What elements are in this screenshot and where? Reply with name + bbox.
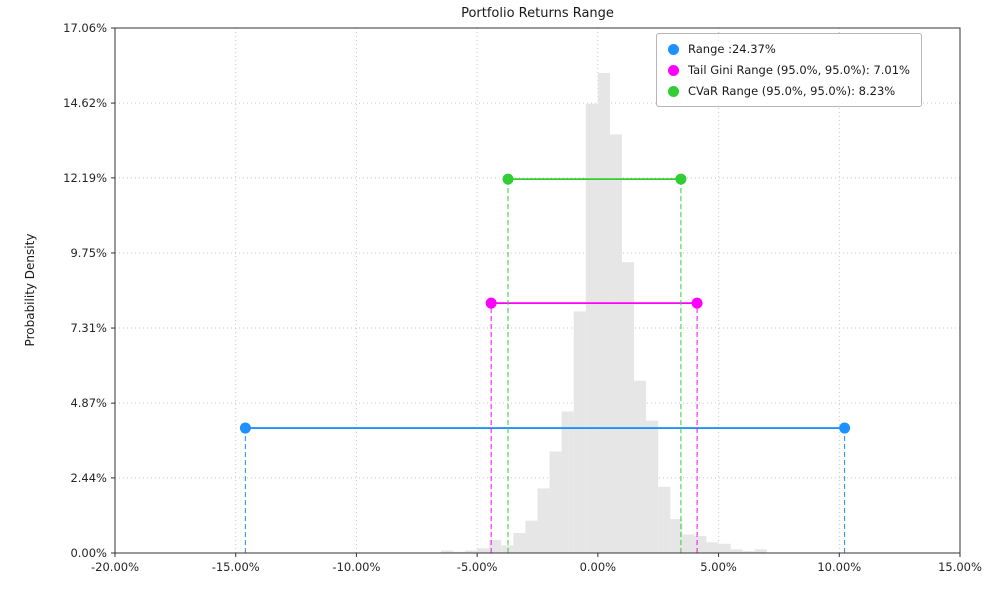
histogram-bar xyxy=(706,542,719,553)
tail-gini-range-left-marker xyxy=(485,297,497,309)
x-tick-label: 10.00% xyxy=(817,560,861,574)
x-tick-label: -10.00% xyxy=(332,560,380,574)
tail-gini-legend-marker-icon xyxy=(668,64,679,76)
y-tick-label: 17.06% xyxy=(63,21,107,35)
histogram-bar xyxy=(513,532,526,553)
legend-item-cvar-range: CVaR Range (95.0%, 95.0%): 8.23% xyxy=(668,84,910,98)
histogram-bar xyxy=(573,311,586,553)
histogram-bar xyxy=(718,543,731,553)
cvar-legend-marker-icon xyxy=(668,85,679,97)
legend: Range :24.37% Tail Gini Range (95.0%, 95… xyxy=(656,33,922,107)
histogram-bar xyxy=(730,549,743,553)
range-legend-marker-icon xyxy=(668,43,679,55)
histogram-bar xyxy=(646,420,659,553)
histogram-bar xyxy=(658,486,671,553)
x-tick-label: -15.00% xyxy=(212,560,260,574)
histogram-bar xyxy=(477,548,490,553)
histogram-bar xyxy=(501,545,514,553)
x-tick-label: 15.00% xyxy=(938,560,982,574)
histogram-bar xyxy=(561,411,574,553)
y-tick-label: 12.19% xyxy=(63,171,107,185)
histogram-bar xyxy=(670,519,683,553)
y-tick-label: 14.62% xyxy=(63,96,107,110)
tail-gini-range-right-marker xyxy=(691,297,703,309)
histogram-bar xyxy=(465,550,478,553)
y-tick-label: 9.75% xyxy=(70,246,107,260)
histogram-bar xyxy=(537,488,550,553)
histogram-bar xyxy=(634,380,647,553)
histogram-bar xyxy=(440,550,453,553)
histogram-bar xyxy=(585,103,598,553)
legend-item-tail-gini-range: Tail Gini Range (95.0%, 95.0%): 7.01% xyxy=(668,63,910,77)
y-tick-label: 2.44% xyxy=(70,471,107,485)
histogram-bar xyxy=(694,536,707,553)
histogram-bar xyxy=(489,540,502,553)
range-left-marker xyxy=(239,422,251,434)
cvar-range-right-marker xyxy=(675,173,687,185)
x-tick-label: -20.00% xyxy=(91,560,139,574)
histogram-bar xyxy=(609,134,622,553)
y-tick-label: 0.00% xyxy=(70,546,107,560)
plot-border xyxy=(114,27,961,554)
y-tick-label: 4.87% xyxy=(70,396,107,410)
chart-title: Portfolio Returns Range xyxy=(461,6,614,21)
x-tick-label: 5.00% xyxy=(700,560,737,574)
histogram-bar xyxy=(549,451,562,553)
y-tick-label: 7.31% xyxy=(70,321,107,335)
histogram-bar xyxy=(453,551,466,553)
range-legend-label: Range :24.37% xyxy=(688,42,776,56)
histogram-bar xyxy=(622,262,635,553)
histogram-bar xyxy=(754,549,767,553)
x-tick-label: -5.00% xyxy=(457,560,498,574)
histogram-bar xyxy=(525,520,538,553)
histogram-bar xyxy=(682,534,695,553)
x-tick-label: 0.00% xyxy=(580,560,617,574)
tail-gini-legend-label: Tail Gini Range (95.0%, 95.0%): 7.01% xyxy=(688,63,910,77)
cvar-legend-label: CVaR Range (95.0%, 95.0%): 8.23% xyxy=(688,84,896,98)
legend-item-range: Range :24.37% xyxy=(668,42,910,56)
histogram-bar xyxy=(742,551,755,553)
histogram-bar xyxy=(597,72,610,553)
range-right-marker xyxy=(839,422,851,434)
cvar-range-left-marker xyxy=(502,173,514,185)
